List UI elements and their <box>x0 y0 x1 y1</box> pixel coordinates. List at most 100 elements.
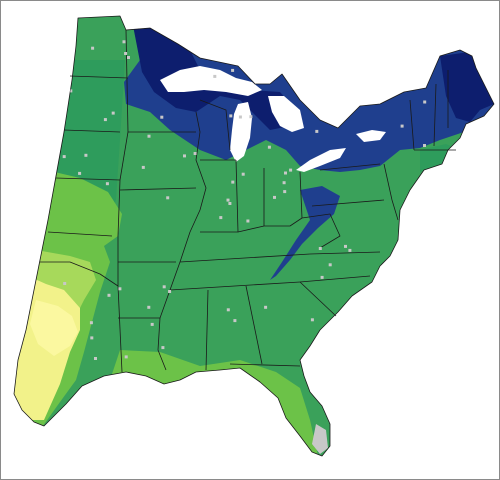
no-data-speck <box>89 321 93 325</box>
no-data-speck <box>193 152 197 155</box>
no-data-speck <box>360 83 364 87</box>
no-data-speck <box>94 357 97 360</box>
no-data-speck <box>84 153 88 157</box>
no-data-speck <box>416 350 420 354</box>
no-data-speck <box>233 319 237 323</box>
no-data-speck <box>213 74 217 78</box>
no-data-speck <box>249 115 253 119</box>
no-data-speck <box>318 247 322 250</box>
lake-michigan <box>230 102 252 162</box>
line-mn-west <box>117 29 129 373</box>
zone-deep-northeast <box>440 52 494 122</box>
line-ms-al <box>205 289 209 371</box>
no-data-speck <box>91 46 95 50</box>
no-data-speck <box>270 47 274 51</box>
no-data-speck <box>105 182 109 186</box>
line-va-nc <box>309 251 381 255</box>
zone-gulf-coast <box>110 350 318 456</box>
no-data-speck <box>219 216 223 220</box>
no-data-speck <box>127 56 130 59</box>
no-data-speck <box>320 275 324 279</box>
line-sd-ne <box>63 129 121 133</box>
no-data-speck <box>309 64 313 68</box>
no-data-speck <box>150 322 154 326</box>
no-data-speck <box>69 89 73 93</box>
no-data-speck <box>241 172 245 176</box>
no-data-speck <box>147 134 151 138</box>
no-data-speck <box>348 248 352 252</box>
no-data-speck <box>344 244 347 248</box>
no-data-speck <box>231 68 235 72</box>
no-data-speck <box>161 346 165 350</box>
line-vt-nh <box>433 83 437 147</box>
line-ga-fl <box>229 363 301 367</box>
no-data-speck <box>122 40 126 44</box>
no-data-speck <box>90 336 94 340</box>
no-data-speck <box>310 318 314 322</box>
no-data-speck <box>386 349 390 353</box>
line-wv <box>301 213 341 249</box>
no-data-speck <box>423 100 427 104</box>
lake-ontario <box>356 130 386 142</box>
line-ny-vt <box>409 99 415 151</box>
great-lakes <box>160 66 386 172</box>
line-nd-sd <box>69 75 129 79</box>
state-boundaries <box>13 15 495 457</box>
no-data-speck <box>423 144 426 147</box>
no-data-speck <box>246 219 250 223</box>
no-data-speck <box>107 293 111 297</box>
lake-huron <box>268 96 304 132</box>
no-data-speck <box>111 111 115 115</box>
no-data-speck <box>282 181 286 185</box>
no-data-speck <box>247 56 251 60</box>
no-data-speck <box>273 195 276 199</box>
no-data-speck <box>342 82 346 86</box>
outline-land <box>13 15 495 457</box>
line-ky-north <box>200 217 303 233</box>
line-ga-sc <box>299 281 337 317</box>
line-pa-ny <box>319 163 381 171</box>
line-ia-mo <box>119 187 197 191</box>
line-il-in <box>235 159 239 233</box>
no-data-speck <box>141 165 145 169</box>
no-data-speck <box>328 263 332 267</box>
no-data-speck <box>62 155 66 159</box>
line-mississippi <box>157 111 207 371</box>
no-data-speck <box>238 115 242 119</box>
no-data-speck <box>124 355 128 359</box>
line-ne-ks <box>55 177 121 181</box>
no-data-speck <box>315 129 319 133</box>
no-data-speck <box>228 202 232 205</box>
no-data-speck <box>226 308 230 312</box>
no-data-speck <box>226 198 230 202</box>
line-oh-pa <box>299 171 303 219</box>
no-data-speck <box>231 180 235 184</box>
no-data-speck <box>183 154 186 158</box>
lake-superior <box>160 66 262 96</box>
no-data-speck <box>160 115 164 119</box>
no-data-speck <box>289 168 293 172</box>
no-data-speck <box>315 90 319 94</box>
line-mi-wi <box>199 99 231 151</box>
lake-erie <box>296 148 346 172</box>
no-data-speck <box>229 114 233 118</box>
no-data-speck <box>166 196 170 200</box>
no-data-speck <box>147 305 151 309</box>
no-data-speck <box>168 290 172 293</box>
line-nc-sc <box>299 275 371 283</box>
no-data-speck <box>103 118 107 122</box>
no-data-speck <box>412 315 416 319</box>
no-data-speck <box>78 171 82 175</box>
zone-no-data-florida <box>312 424 328 454</box>
no-data-speck <box>162 285 166 289</box>
no-data-speck <box>124 52 128 55</box>
zone-lowest <box>30 300 78 356</box>
no-data-speck <box>264 305 268 309</box>
no-data-speck <box>284 171 287 175</box>
line-ks-ok <box>47 231 113 237</box>
line-pa-md <box>311 199 385 207</box>
zone-high-appalachia <box>270 186 340 280</box>
line-nj <box>383 163 399 221</box>
